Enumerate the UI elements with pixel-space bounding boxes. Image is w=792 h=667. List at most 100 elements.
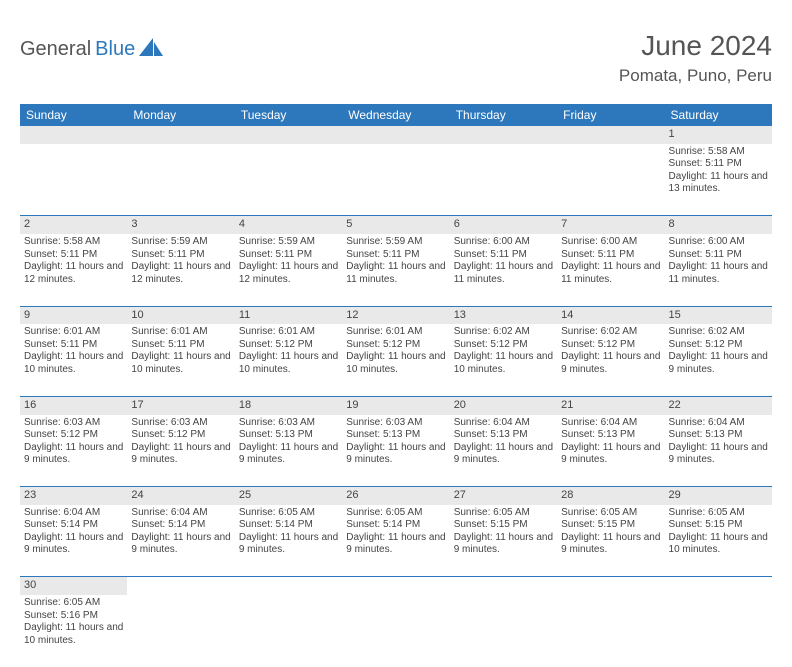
day-number-cell: 7 [557,216,664,234]
sunset-line: Sunset: 5:15 PM [561,519,635,530]
day-number: 30 [24,579,123,593]
day-number-cell [235,577,342,595]
day-number-cell: 6 [450,216,557,234]
sunset-line: Sunset: 5:11 PM [669,249,742,260]
day-data-cell: Sunrise: 6:05 AMSunset: 5:15 PMDaylight:… [450,505,557,577]
day-data-cell [450,144,557,216]
day-data-cell: Sunrise: 6:05 AMSunset: 5:16 PMDaylight:… [20,595,127,667]
sunrise-line: Sunrise: 6:05 AM [454,507,530,518]
day-data-cell: Sunrise: 6:05 AMSunset: 5:14 PMDaylight:… [342,505,449,577]
day-data-cell [557,144,664,216]
day-number-cell: 1 [665,126,772,144]
day-number: 6 [454,218,553,232]
day-data-cell: Sunrise: 6:00 AMSunset: 5:11 PMDaylight:… [450,234,557,306]
day-number-cell: 3 [127,216,234,234]
day-data-row: Sunrise: 6:01 AMSunset: 5:11 PMDaylight:… [20,324,772,396]
daylight-line: Daylight: 11 hours and 9 minutes. [669,442,768,466]
day-number: 26 [346,489,445,503]
day-number: 18 [239,399,338,413]
sunset-line: Sunset: 5:11 PM [24,249,97,260]
day-number: 10 [131,309,230,323]
day-number: 3 [131,218,230,232]
day-number: 23 [24,489,123,503]
day-number: 8 [669,218,768,232]
daylight-line: Daylight: 11 hours and 9 minutes. [669,351,768,375]
day-data-cell: Sunrise: 6:00 AMSunset: 5:11 PMDaylight:… [557,234,664,306]
day-number-cell: 14 [557,306,664,324]
daylight-line: Daylight: 11 hours and 9 minutes. [131,532,230,556]
day-number-cell [127,577,234,595]
weekday-header: Friday [557,104,664,126]
logo-text-general: General [20,38,91,61]
day-number: 11 [239,309,338,323]
daylight-line: Daylight: 11 hours and 11 minutes. [346,261,445,285]
sunset-line: Sunset: 5:12 PM [561,339,635,350]
sunset-line: Sunset: 5:11 PM [561,249,634,260]
day-number-cell: 22 [665,396,772,414]
day-number: 24 [131,489,230,503]
day-data-cell [342,144,449,216]
weekday-header: Sunday [20,104,127,126]
sunrise-line: Sunrise: 5:58 AM [669,146,745,157]
day-number-cell: 30 [20,577,127,595]
day-number-cell: 11 [235,306,342,324]
day-data-cell: Sunrise: 5:59 AMSunset: 5:11 PMDaylight:… [235,234,342,306]
day-number: 27 [454,489,553,503]
daylight-line: Daylight: 11 hours and 9 minutes. [454,442,553,466]
weekday-header-row: SundayMondayTuesdayWednesdayThursdayFrid… [20,104,772,126]
sunset-line: Sunset: 5:11 PM [669,158,742,169]
weekday-header: Monday [127,104,234,126]
day-data-cell [557,595,664,667]
day-number: 14 [561,309,660,323]
day-number-cell [450,126,557,144]
day-number-row: 16171819202122 [20,396,772,414]
day-data-row: Sunrise: 5:58 AMSunset: 5:11 PM Daylight:… [20,144,772,216]
sunset-line: Sunset: 5:13 PM [239,429,313,440]
day-data-cell: Sunrise: 6:02 AMSunset: 5:12 PMDaylight:… [665,324,772,396]
day-number-row: 9101112131415 [20,306,772,324]
day-data-cell: Sunrise: 6:04 AMSunset: 5:13 PMDaylight:… [450,415,557,487]
daylight-line: Daylight: 11 hours and 9 minutes. [24,532,123,556]
day-data-cell: Sunrise: 6:01 AMSunset: 5:12 PMDaylight:… [235,324,342,396]
day-number-cell: 20 [450,396,557,414]
day-number-cell: 15 [665,306,772,324]
daylight-line: Daylight: 11 hours and 12 minutes. [239,261,338,285]
daylight-line: Daylight: 11 hours and 10 minutes. [454,351,553,375]
day-data-cell: Sunrise: 5:58 AMSunset: 5:11 PM Daylight:… [665,144,772,216]
day-number-cell: 18 [235,396,342,414]
sunset-line: Sunset: 5:11 PM [239,249,312,260]
day-data-cell [235,144,342,216]
daylight-line: Daylight: 11 hours and 10 minutes. [239,351,338,375]
sunset-line: Sunset: 5:16 PM [24,610,98,621]
logo: GeneralBlue [20,38,163,61]
daylight-line: Daylight: 11 hours and 9 minutes. [131,442,230,466]
day-number-cell: 4 [235,216,342,234]
day-data-row: Sunrise: 6:04 AMSunset: 5:14 PMDaylight:… [20,505,772,577]
day-number: 28 [561,489,660,503]
day-number-cell: 29 [665,487,772,505]
month-title: June 2024 [619,30,772,62]
daylight-line: Daylight: 11 hours and 13 minutes. [669,171,768,195]
day-data-cell: Sunrise: 6:05 AMSunset: 5:14 PMDaylight:… [235,505,342,577]
day-number: 1 [669,128,768,142]
day-data-cell: Sunrise: 6:04 AMSunset: 5:14 PMDaylight:… [20,505,127,577]
day-number-cell [665,577,772,595]
day-number: 2 [24,218,123,232]
day-number-cell: 28 [557,487,664,505]
sunrise-line: Sunrise: 6:05 AM [346,507,422,518]
sunrise-line: Sunrise: 6:05 AM [239,507,315,518]
day-number: 16 [24,399,123,413]
day-data-row: Sunrise: 6:03 AMSunset: 5:12 PMDaylight:… [20,415,772,487]
day-number: 7 [561,218,660,232]
daylight-line: Daylight: 11 hours and 9 minutes. [239,442,338,466]
day-number-row: 30 [20,577,772,595]
sunrise-line: Sunrise: 6:03 AM [346,417,422,428]
day-data-row: Sunrise: 5:58 AMSunset: 5:11 PMDaylight:… [20,234,772,306]
sunset-line: Sunset: 5:11 PM [346,249,419,260]
daylight-line: Daylight: 11 hours and 12 minutes. [24,261,123,285]
sunrise-line: Sunrise: 6:03 AM [24,417,100,428]
day-number-cell: 23 [20,487,127,505]
day-data-cell: Sunrise: 6:02 AMSunset: 5:12 PMDaylight:… [557,324,664,396]
day-number-cell: 8 [665,216,772,234]
sunset-line: Sunset: 5:12 PM [669,339,743,350]
